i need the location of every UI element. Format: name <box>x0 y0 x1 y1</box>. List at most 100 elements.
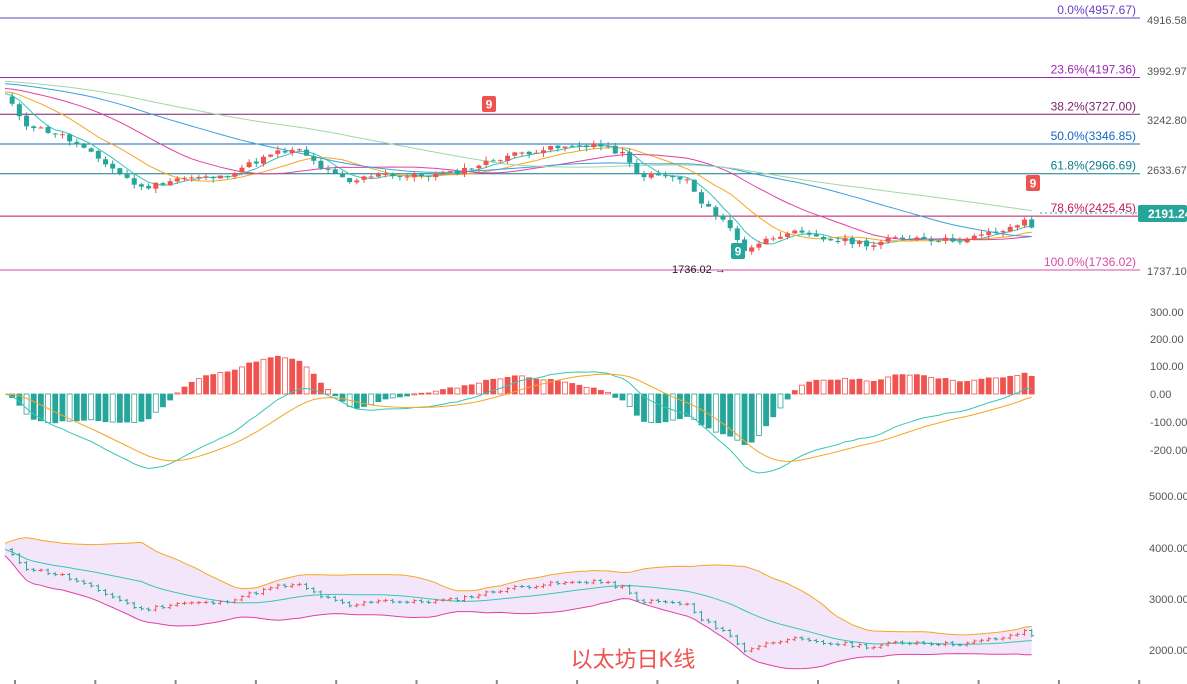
candle-body <box>476 165 482 169</box>
candle-body <box>361 176 367 180</box>
fib-label: 23.6%(4197.36) <box>1051 62 1136 76</box>
candle-body <box>433 173 439 178</box>
macd-histogram-bar <box>734 393 741 441</box>
candle-body <box>153 182 159 189</box>
price-axis-tick: 1737.10 <box>1147 266 1187 278</box>
macd-histogram-bar <box>985 377 992 395</box>
macd-histogram-bar <box>447 387 454 395</box>
candle-body <box>519 152 525 154</box>
candle-body <box>74 141 80 145</box>
candle-body <box>117 168 123 174</box>
moving-average-line <box>4 93 1032 245</box>
macd-histogram-bar <box>66 393 73 422</box>
macd-histogram-bar <box>138 393 145 422</box>
macd-histogram-bar <box>921 375 927 395</box>
candle-body <box>828 238 834 241</box>
macd-histogram-bar <box>863 380 870 395</box>
macd-histogram-bar <box>260 358 267 395</box>
candle-body <box>648 173 654 178</box>
candle-body <box>727 220 733 229</box>
macd-histogram-bar <box>569 383 576 395</box>
macd-histogram-bar <box>612 393 619 398</box>
candle-body <box>275 150 281 154</box>
macd-histogram-bar <box>712 393 719 433</box>
candle-body <box>777 236 783 239</box>
macd-histogram-bar <box>669 393 676 421</box>
macd-histogram-bar <box>145 393 152 420</box>
macd-histogram-bar <box>957 381 963 395</box>
macd-histogram-bar <box>181 386 188 395</box>
candle-body <box>770 238 776 240</box>
candle-body <box>677 177 683 180</box>
macd-histogram-bar <box>626 393 633 407</box>
macd-histogram-bar <box>274 355 281 395</box>
candle-body <box>1022 219 1028 226</box>
candle-body <box>462 167 468 175</box>
candle-body <box>368 176 374 178</box>
candle-body <box>964 238 970 243</box>
macd-histogram-bar <box>174 392 181 395</box>
macd-histogram-bar <box>827 379 834 395</box>
candle-body <box>59 134 65 136</box>
macd-histogram-bar <box>935 378 942 395</box>
macd-histogram-bar <box>73 393 80 422</box>
macd-axis-tick: -100.00 <box>1150 417 1187 429</box>
macd-histogram-bar <box>95 393 102 422</box>
candle-body <box>260 156 266 164</box>
macd-histogram-bar <box>576 384 583 395</box>
macd-histogram-bar <box>583 387 590 395</box>
macd-histogram-bar <box>490 378 497 395</box>
macd-histogram-bar <box>396 393 403 398</box>
candle-body <box>971 235 977 239</box>
macd-histogram-bar <box>195 378 202 395</box>
candle-body <box>864 240 870 247</box>
candle-body <box>756 243 762 248</box>
macd-histogram-bar <box>203 375 209 395</box>
candle-body <box>16 104 22 117</box>
macd-axis-tick: 100.00 <box>1150 361 1184 373</box>
candle-body <box>483 160 489 165</box>
candle-body <box>289 149 295 154</box>
macd-histogram-bar <box>554 380 561 395</box>
macd-histogram-bar <box>152 393 159 413</box>
macd-histogram-bar <box>102 393 109 423</box>
macd-histogram-bar <box>799 384 805 395</box>
candle-body <box>282 151 288 153</box>
candle-body <box>397 175 403 177</box>
macd-histogram-bar <box>368 393 375 405</box>
candle-body <box>189 177 195 179</box>
macd-histogram-bar <box>741 393 748 445</box>
chart-watermark: 以太坊日K线 <box>571 647 696 672</box>
macd-histogram-bar <box>942 378 949 395</box>
macd-histogram-bar <box>253 361 260 395</box>
candle-body <box>698 192 704 204</box>
macd-histogram-bar <box>454 387 461 395</box>
macd-histogram-bar <box>849 379 856 395</box>
macd-histogram-bar <box>720 393 726 435</box>
last-price-tag <box>1138 205 1187 222</box>
macd-histogram-bar <box>361 393 367 407</box>
macd-histogram-bar <box>210 374 217 395</box>
candle-body <box>1029 219 1035 228</box>
candle-body <box>239 167 245 173</box>
candle-body <box>505 155 511 161</box>
macd-histogram-bar <box>267 357 274 395</box>
moving-average-line <box>4 88 1032 241</box>
macd-histogram-bar <box>38 393 44 422</box>
candle-body <box>792 230 798 234</box>
macd-histogram-bar <box>188 381 195 395</box>
bollinger-axis-tick: 3000.00 <box>1149 594 1187 606</box>
candle-body <box>390 173 396 177</box>
macd-histogram-bar <box>648 393 655 423</box>
macd-histogram-bar <box>109 393 116 423</box>
fib-label: 0.0%(4957.67) <box>1057 3 1136 17</box>
macd-histogram-bar <box>224 371 231 395</box>
candle-body <box>835 240 841 242</box>
candle-body <box>526 151 532 155</box>
candle-body <box>325 168 331 170</box>
macd-axis-tick: 0.00 <box>1150 389 1171 401</box>
candle-body <box>856 241 862 244</box>
bollinger-band-fill <box>5 537 1032 669</box>
macd-histogram-bar <box>389 393 396 399</box>
fib-label: 61.8%(2966.69) <box>1051 159 1136 173</box>
